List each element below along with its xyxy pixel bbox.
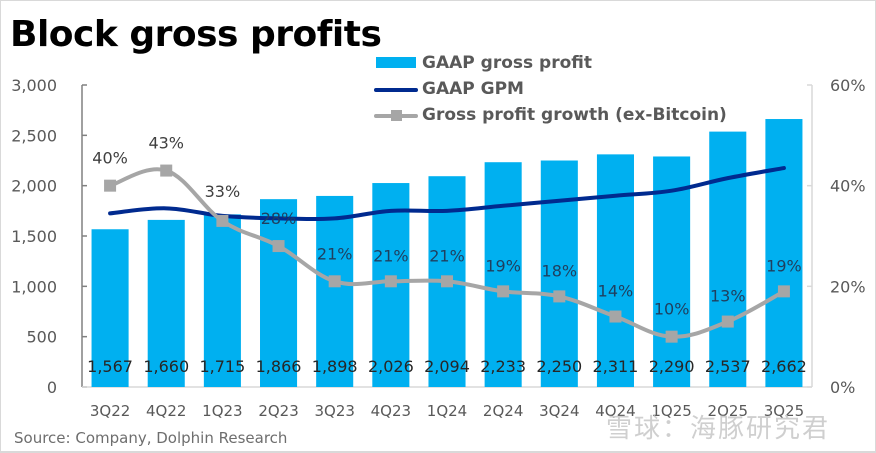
legend-label: Gross profit growth (ex-Bitcoin) — [422, 105, 727, 125]
growth-marker-4Q23 — [384, 275, 397, 288]
chart-title: Block gross profits — [10, 14, 382, 55]
legend-item-gross-profit: GAAP gross profit — [374, 50, 727, 76]
right-axis-tick-label: 20% — [830, 277, 866, 296]
legend-item-gpm: GAAP GPM — [374, 76, 727, 102]
growth-marker-2Q25 — [721, 315, 734, 328]
source-note: Source: Company, Dolphin Research — [14, 429, 288, 447]
x-axis-tick-label: 1Q23 — [202, 402, 242, 420]
growth-value-label: 40% — [92, 149, 128, 168]
growth-value-label: 21% — [373, 246, 409, 265]
x-axis-tick-label: 3Q25 — [764, 402, 804, 420]
growth-marker-4Q24 — [609, 310, 622, 323]
growth-marker-4Q22 — [160, 164, 173, 177]
bar-3Q23 — [316, 195, 354, 387]
right-axis-tick-label: 60% — [830, 76, 866, 95]
left-axis-tick-label: 2,000 — [11, 177, 57, 196]
growth-value-label: 18% — [542, 261, 578, 280]
x-axis-tick-label: 3Q24 — [539, 402, 579, 420]
legend-item-growth: Gross profit growth (ex-Bitcoin) — [374, 102, 727, 128]
legend-line-swatch — [374, 77, 418, 101]
growth-marker-2Q24 — [497, 285, 510, 298]
legend-label: GAAP gross profit — [422, 53, 592, 73]
bar-value-label: 2,026 — [368, 357, 414, 376]
growth-marker-1Q25 — [665, 330, 678, 343]
left-axis-tick-label: 2,500 — [11, 126, 57, 145]
right-axis-tick-label: 40% — [830, 177, 866, 196]
bar-value-label: 2,290 — [649, 357, 695, 376]
growth-value-label: 21% — [317, 244, 353, 263]
growth-marker-1Q23 — [216, 214, 229, 227]
bar-4Q24 — [596, 154, 634, 387]
x-axis-tick-label: 2Q25 — [708, 402, 748, 420]
growth-marker-1Q24 — [441, 275, 453, 288]
x-axis-tick-label: 3Q23 — [314, 402, 354, 420]
x-axis-tick-label: 3Q22 — [90, 402, 130, 420]
bar-value-label: 1,660 — [143, 357, 189, 376]
bar-4Q22 — [147, 219, 185, 387]
x-axis-tick-label: 4Q24 — [595, 402, 635, 420]
bar-value-label: 2,662 — [761, 357, 807, 376]
legend-bar-swatch — [374, 51, 418, 75]
bar-value-label: 2,537 — [705, 357, 751, 376]
bar-value-label: 2,233 — [480, 357, 526, 376]
x-axis-tick-label: 4Q22 — [146, 402, 186, 420]
x-axis-tick-label: 2Q23 — [258, 402, 298, 420]
growth-value-label: 10% — [654, 300, 690, 319]
left-axis-tick-label: 3,000 — [11, 76, 57, 95]
left-axis-tick-label: 500 — [26, 328, 57, 347]
growth-value-label: 33% — [205, 182, 241, 201]
growth-value-label: 21% — [429, 246, 465, 265]
legend-label: GAAP GPM — [422, 79, 524, 99]
left-axis-tick-label: 1,500 — [11, 227, 57, 246]
growth-value-label: 19% — [485, 256, 521, 275]
x-axis-tick-label: 2Q24 — [483, 402, 523, 420]
bar-value-label: 1,898 — [312, 357, 358, 376]
growth-marker-3Q22 — [104, 179, 117, 192]
bar-value-label: 1,715 — [199, 357, 245, 376]
legend-marker-line-swatch — [374, 103, 418, 127]
bar-1Q23 — [203, 214, 241, 387]
bar-3Q22 — [91, 229, 129, 387]
growth-value-label: 19% — [766, 256, 802, 275]
right-axis-tick-label: 0% — [830, 378, 855, 397]
bar-2Q23 — [260, 199, 298, 387]
growth-value-label: 14% — [598, 282, 634, 301]
bar-value-label: 2,250 — [536, 357, 582, 376]
growth-value-label: 13% — [710, 287, 746, 306]
growth-marker-3Q24 — [553, 290, 566, 303]
growth-marker-2Q23 — [272, 240, 285, 253]
growth-marker-3Q25 — [777, 285, 790, 298]
legend: GAAP gross profit GAAP GPM Gross profit … — [374, 50, 727, 128]
growth-value-label: 43% — [148, 134, 184, 153]
watermark: 雪球：海豚研究君 — [606, 414, 831, 444]
x-axis-tick-label: 1Q24 — [427, 402, 467, 420]
growth-value-label: 28% — [261, 209, 297, 228]
bar-value-label: 1,567 — [87, 357, 133, 376]
bar-2Q25 — [709, 131, 747, 387]
growth-marker-3Q23 — [328, 275, 341, 288]
left-axis-tick-label: 0 — [47, 378, 57, 397]
bar-value-label: 2,094 — [424, 357, 470, 376]
bar-2Q24 — [484, 162, 522, 387]
bar-value-label: 1,866 — [256, 357, 302, 376]
bar-3Q25 — [765, 119, 803, 387]
bar-value-label: 2,311 — [593, 357, 639, 376]
x-axis-tick-label: 1Q25 — [651, 402, 691, 420]
left-axis-tick-label: 1,000 — [11, 277, 57, 296]
bar-1Q25 — [653, 156, 691, 387]
x-axis-tick-label: 4Q23 — [371, 402, 411, 420]
